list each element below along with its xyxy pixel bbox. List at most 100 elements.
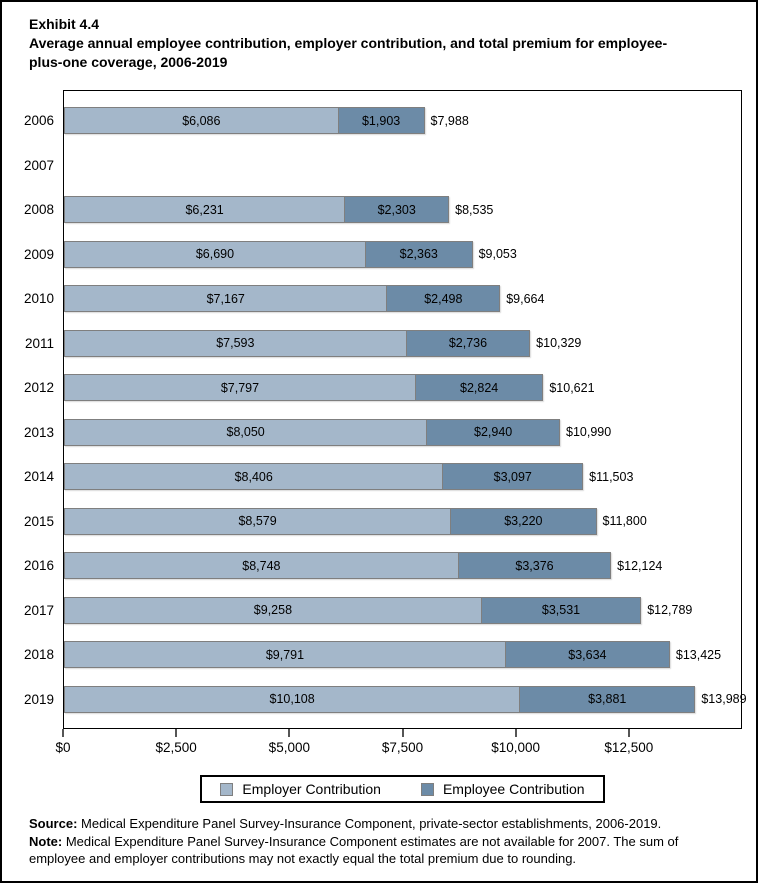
footnotes: Source: Medical Expenditure Panel Survey… [29,815,736,868]
chart-area: 2006 $6,086 $1,903 $7,988 2007 2008 $6,231 $2,3… [2,90,756,765]
total-premium-label: $9,053 [478,247,517,261]
total-premium-label: $9,664 [506,291,545,306]
employer-value-label: $6,086 [182,113,221,128]
chart-row-2015: 2015 $8,579 $3,220 $11,800 [24,499,741,544]
employee-value-label: $3,376 [515,558,554,573]
employer-value-label: $6,690 [195,247,235,261]
employee-bar-segment: $3,376 [458,552,612,579]
employer-value-label: $8,406 [234,469,273,484]
total-premium-label: $10,329 [536,336,582,350]
x-axis-tick [401,729,404,737]
year-label: 2019 [23,691,54,707]
employee-bar-segment: $3,881 [520,685,696,713]
employer-bar-segment: $6,690 [64,240,366,268]
employee-value-label: $2,363 [399,247,438,261]
year-label: 2011 [24,335,54,351]
chart-row-2011: 2011 $7,593 $2,736 $10,329 [25,321,741,366]
employee-bar-segment: $3,531 [481,596,642,624]
total-premium-label: $13,989 [701,692,747,706]
employee-value-label: $3,531 [541,603,581,617]
total-premium-label: $12,789 [647,603,693,617]
chart-row-2017: 2017 $9,258 $3,531 $12,789 [24,588,741,633]
stacked-bar: $7,167 $2,498 $9,664 [64,285,741,312]
note-text: Medical Expenditure Panel Survey-Insuran… [29,833,679,867]
total-premium-label: $11,503 [589,469,634,484]
employee-value-label: $3,220 [504,514,543,528]
chart-row-2007: 2007 [24,143,741,188]
employee-swatch-icon [420,782,434,796]
method-note: Note: Medical Expenditure Panel Survey-I… [29,833,736,868]
employer-bar-segment: $7,167 [64,285,388,312]
stacked-bar: $6,231 $2,303 $8,535 [64,196,741,223]
year-label: 2012 [23,380,54,395]
employer-bar-segment: $9,791 [64,641,506,668]
x-axis-tick-label: $7,500 [381,740,424,755]
x-axis-tick-label: $5,000 [268,740,310,755]
employee-value-label: $2,940 [474,425,513,439]
x-axis-tick [288,729,291,737]
total-premium-label: $8,535 [455,202,494,217]
chart-title: Average annual employee contribution, em… [29,35,668,70]
chart-row-2010: 2010 $7,167 $2,498 $9,664 [24,276,741,321]
note-label: Note: [29,833,63,849]
year-label: 2008 [23,202,54,217]
chart-row-2008: 2008 $6,231 $2,303 $8,535 [24,187,741,232]
year-label: 2016 [23,558,54,573]
chart-row-2009: 2009 $6,690 $2,363 $9,053 [24,232,741,277]
stacked-bar: $7,797 $2,824 $10,621 [64,374,741,401]
legend-container: Employer Contribution Employee Contribut… [63,775,742,803]
employer-bar-segment: $7,797 [64,374,416,401]
x-axis-tick [62,729,64,737]
legend-item-employee: Employee Contribution [420,781,585,797]
employer-swatch-icon [220,782,234,796]
employee-value-label: $2,736 [448,336,488,350]
chart-row-2006: 2006 $6,086 $1,903 $7,988 [24,98,741,143]
employer-value-label: $8,050 [226,425,265,439]
chart-row-2016: 2016 $8,748 $3,376 $12,124 [24,543,741,588]
chart-row-2014: 2014 $8,406 $3,097 $11,503 [24,454,741,499]
legend: Employer Contribution Employee Contribut… [200,775,605,803]
x-axis-tick [627,729,630,737]
employee-bar-segment: $2,363 [365,240,473,268]
year-label: 2015 [23,513,54,529]
year-label: 2017 [23,602,54,618]
total-premium-label: $13,425 [675,647,722,662]
stacked-bar: $6,086 $1,903 $7,988 [64,107,741,134]
total-premium-label: $10,621 [549,380,595,395]
employee-bar-segment: $3,220 [451,507,597,535]
year-label: 2014 [23,469,54,484]
year-label: 2018 [23,647,54,662]
year-label: 2010 [23,291,54,306]
employer-value-label: $7,593 [216,336,255,350]
plot-area: 2006 $6,086 $1,903 $7,988 2007 2008 $6,231 $2,3… [24,90,747,729]
source-label: Source: [29,816,78,831]
employer-value-label: $8,579 [238,514,277,528]
chart-row-2018: 2018 $9,791 $3,634 $13,425 [24,632,741,677]
employer-bar-segment: $9,258 [64,596,482,624]
total-premium-label: $11,800 [602,514,647,528]
source-text: Medical Expenditure Panel Survey-Insuran… [77,816,662,831]
chart-row-2013: 2013 $8,050 $2,940 $10,990 [24,410,741,455]
employee-bar-segment: $2,303 [345,196,450,223]
employee-bar-segment: $2,498 [387,285,501,312]
employee-value-label: $2,498 [424,291,463,306]
exhibit-number: Exhibit 4.4 [29,16,100,32]
employee-bar-segment: $3,097 [443,463,584,490]
employee-bar-segment: $2,940 [427,418,560,446]
employer-value-label: $7,167 [206,291,245,306]
employee-value-label: $3,634 [568,647,607,662]
employee-bar-segment: $2,736 [406,329,531,357]
employer-bar-segment: $6,231 [64,196,346,223]
stacked-bar: $8,050 $2,940 $10,990 [64,418,741,446]
total-premium-label: $12,124 [617,558,663,573]
employee-value-label: $3,881 [588,692,627,706]
employee-bar-segment: $2,824 [415,374,544,401]
stacked-bar: $7,593 $2,736 $10,329 [64,329,741,357]
legend-item-employer: Employer Contribution [220,781,381,797]
legend-label-employee: Employee Contribution [442,781,585,797]
employee-bar-segment: $3,634 [505,641,670,668]
employer-bar-segment: $8,579 [64,507,452,535]
total-premium-label: $7,988 [430,113,469,128]
employer-bar-segment: $8,406 [64,463,444,490]
employer-bar-segment: $8,050 [64,418,428,446]
